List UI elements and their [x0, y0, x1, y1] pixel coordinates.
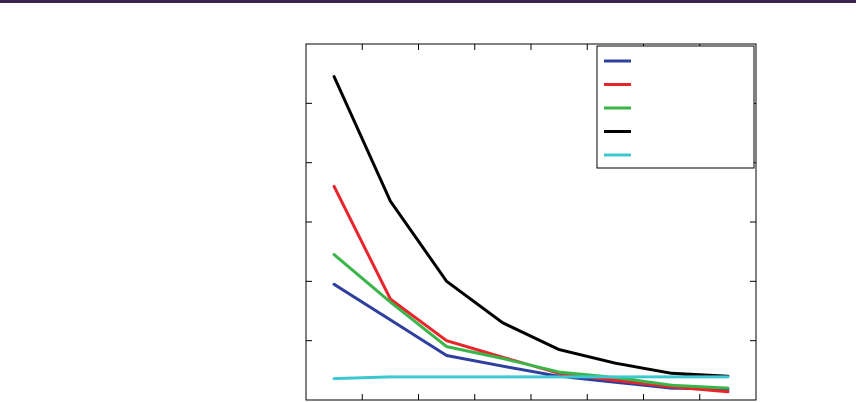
axis-ticks [305, 43, 757, 401]
series-line-4 [332, 75, 730, 378]
legend [596, 45, 755, 169]
series-line-5 [332, 375, 730, 381]
series-lines [332, 75, 730, 394]
top-border-bar [0, 0, 856, 3]
series-line-3 [332, 253, 730, 390]
